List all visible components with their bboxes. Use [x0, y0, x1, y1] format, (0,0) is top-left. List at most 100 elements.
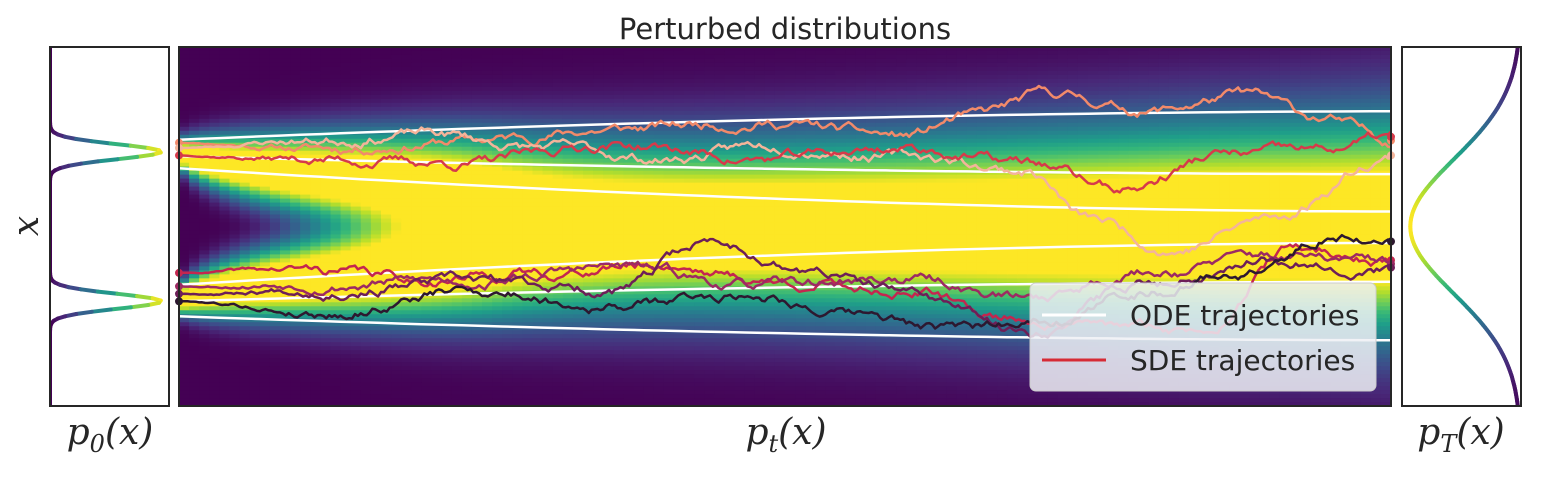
heatmap-cell: [199, 174, 210, 180]
heatmap-cell: [673, 90, 685, 96]
heatmap-cell: [300, 390, 311, 395]
heatmap-cell: [310, 110, 321, 116]
heatmap-cell: [249, 118, 261, 124]
heatmap-cell: [179, 206, 190, 212]
heatmap-cell: [239, 398, 251, 403]
heatmap-cell: [259, 262, 271, 267]
heatmap-cell: [684, 258, 695, 263]
heatmap-cell: [572, 98, 584, 104]
heatmap-cell: [290, 150, 301, 156]
heatmap-cell: [461, 318, 473, 323]
heatmap-cell: [441, 230, 453, 236]
heatmap-cell: [562, 302, 574, 307]
heatmap-cell: [532, 258, 544, 263]
heatmap-cell: [572, 290, 584, 295]
heatmap-cell: [290, 374, 301, 379]
heatmap-cell: [421, 186, 433, 192]
heatmap-cell: [441, 198, 453, 204]
heatmap-cell: [583, 126, 594, 132]
heatmap-cell: [300, 234, 311, 240]
heatmap-cell: [229, 98, 241, 104]
heatmap-cell: [239, 98, 251, 104]
heatmap-cell: [593, 54, 604, 60]
heatmap-cell: [552, 118, 564, 124]
heatmap-cell: [451, 378, 463, 383]
heatmap-cell: [471, 350, 483, 355]
heatmap-cell: [694, 202, 705, 208]
heatmap-cell: [360, 110, 372, 116]
heatmap-cell: [522, 266, 534, 271]
heatmap-cell: [330, 210, 342, 216]
heatmap-cell: [269, 74, 281, 80]
heatmap-cell: [694, 322, 705, 327]
heatmap-cell: [583, 302, 594, 307]
heatmap-cell: [643, 114, 655, 120]
heatmap-cell: [471, 398, 483, 403]
heatmap-cell: [269, 358, 281, 363]
heatmap-cell: [330, 47, 342, 52]
heatmap-cell: [684, 90, 695, 96]
heatmap-cell: [421, 262, 433, 267]
heatmap-cell: [330, 150, 342, 156]
heatmap-cell: [179, 98, 190, 104]
heatmap-cell: [603, 334, 614, 339]
heatmap-cell: [542, 58, 554, 64]
heatmap-cell: [623, 358, 635, 363]
heatmap-cell: [684, 218, 695, 224]
heatmap-cell: [572, 246, 584, 252]
heatmap-cell: [401, 182, 412, 188]
heatmap-cell: [441, 390, 453, 395]
heatmap-cell: [360, 290, 372, 295]
heatmap-cell: [189, 286, 200, 291]
heatmap-cell: [269, 142, 281, 148]
heatmap-cell: [381, 62, 392, 68]
density-curve-segment: [128, 303, 151, 310]
heatmap-cell: [340, 186, 352, 192]
heatmap-cell: [360, 234, 372, 240]
heatmap-cell: [704, 318, 715, 323]
heatmap-cell: [290, 310, 301, 315]
heatmap-cell: [360, 182, 372, 188]
heatmap-cell: [492, 314, 503, 319]
heatmap-cell: [532, 166, 544, 172]
heatmap-cell: [280, 326, 291, 331]
heatmap-cell: [633, 350, 645, 355]
heatmap-cell: [259, 310, 271, 315]
heatmap-cell: [219, 326, 231, 331]
heatmap-cell: [704, 110, 715, 116]
heatmap-cell: [684, 122, 695, 128]
heatmap-cell: [249, 150, 261, 156]
heatmap-cell: [350, 78, 362, 84]
heatmap-cell: [542, 182, 554, 188]
heatmap-cell: [381, 298, 392, 303]
heatmap-cell: [572, 378, 584, 383]
heatmap-cell: [179, 390, 190, 395]
heatmap-cell: [522, 314, 534, 319]
heatmap-cell: [603, 226, 614, 232]
heatmap-cell: [249, 322, 261, 327]
heatmap-cell: [300, 382, 311, 387]
heatmap-cell: [179, 246, 190, 252]
heatmap-cell: [512, 282, 523, 287]
heatmap-cell: [471, 326, 483, 331]
heatmap-cell: [613, 86, 624, 92]
heatmap-cell: [300, 258, 311, 263]
heatmap-cell: [401, 78, 412, 84]
heatmap-cell: [451, 226, 463, 232]
heatmap-cell: [310, 378, 321, 383]
heatmap-cell: [189, 122, 200, 128]
heatmap-cell: [411, 94, 422, 100]
heatmap-cell: [189, 222, 200, 228]
heatmap-cell: [290, 246, 301, 252]
heatmap-cell: [623, 270, 635, 275]
heatmap-cell: [532, 330, 544, 335]
heatmap-cell: [340, 334, 352, 339]
heatmap-cell: [280, 250, 291, 256]
heatmap-cell: [391, 402, 402, 406]
heatmap-cell: [542, 314, 554, 319]
heatmap-cell: [239, 198, 251, 204]
heatmap-cell: [259, 158, 271, 164]
heatmap-cell: [552, 190, 564, 196]
heatmap-cell: [684, 66, 695, 72]
heatmap-cell: [673, 158, 685, 164]
